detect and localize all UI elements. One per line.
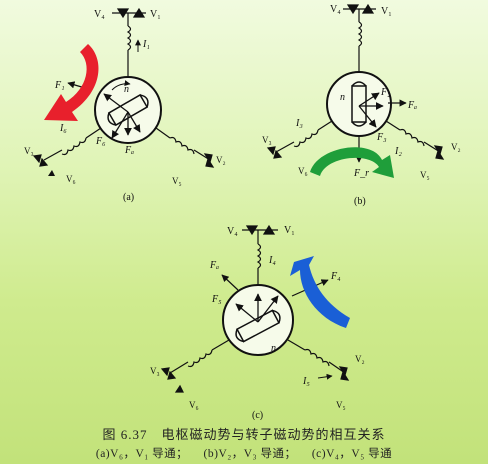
fa-vector xyxy=(221,274,239,291)
panel-label-c: (c) xyxy=(252,410,263,420)
label-v2: V₂ xyxy=(451,142,461,152)
label-n: n xyxy=(340,92,345,103)
label-i4: I₄ xyxy=(268,255,276,266)
thyristor-pair-top xyxy=(242,224,278,288)
panel-b: V₄ V₁ n F₂ F₃ Fₐ F_r I₃ V₃ V₆ xyxy=(262,3,461,207)
label-n: n xyxy=(124,84,129,95)
label-i3: I₃ xyxy=(295,118,303,129)
label-fa: Fₐ xyxy=(209,260,219,271)
label-fr: F_r xyxy=(353,168,369,179)
rotation-direction-arrow xyxy=(310,147,394,178)
rotation-direction-arrow xyxy=(44,44,99,121)
case-c: (c)V₄，V₅ 导通 xyxy=(311,448,393,460)
label-f4: F₄ xyxy=(330,271,341,282)
figure-caption: 图 6.37 电枢磁动势与转子磁动势的相互关系 xyxy=(102,427,386,442)
winding-right xyxy=(287,339,350,381)
stator-circle xyxy=(94,76,162,144)
panel-c: V₄ V₁ I₄ n Fₐ F₄ F₅ V₃ V₆ xyxy=(150,224,365,420)
label-v6: V₆ xyxy=(66,174,76,184)
current-i5-arrow xyxy=(317,373,333,380)
label-v5: V₅ xyxy=(420,170,430,180)
winding-left xyxy=(32,127,102,167)
winding-left xyxy=(266,120,333,159)
label-v4: V₄ xyxy=(94,9,105,20)
case-a: (a)V₆，V₁ 导通； xyxy=(95,448,189,460)
thyristor-pair-top xyxy=(343,3,376,73)
label-i1: I₁ xyxy=(142,39,150,50)
label-f6: F₆ xyxy=(95,136,106,147)
rotation-direction-arrow xyxy=(290,256,350,328)
label-v4: V₄ xyxy=(330,4,341,15)
label-v3: V₃ xyxy=(150,366,160,376)
rotation-arrow xyxy=(111,80,131,91)
label-v6: V₆ xyxy=(298,166,308,176)
label-v1: V₁ xyxy=(284,225,295,236)
winding-left xyxy=(160,339,230,393)
label-i5: I₅ xyxy=(302,376,310,387)
thyristor-pair-top xyxy=(112,7,146,83)
panel-label-b: (b) xyxy=(354,196,366,207)
label-v2: V₂ xyxy=(355,354,365,364)
case-b: (b)V₂，V₃ 导通； xyxy=(203,448,297,460)
label-f1: F₁ xyxy=(54,80,65,91)
label-f3: F₃ xyxy=(376,132,387,143)
panel-label-a: (a) xyxy=(123,192,134,203)
label-v1: V₁ xyxy=(150,9,161,20)
winding-right xyxy=(155,127,215,168)
label-fa: Fₐ xyxy=(407,100,417,111)
label-fa: Fₐ xyxy=(124,145,134,156)
label-n: n xyxy=(271,343,276,354)
label-f5: F₅ xyxy=(211,294,222,305)
winding-right xyxy=(385,120,445,160)
rotor xyxy=(351,81,367,127)
panel-a: V₄ V₁ I₁ n F₁ F₆ Fₐ I₆ V₃ xyxy=(24,7,226,203)
label-v5-a: V₅ xyxy=(172,176,182,186)
figure-case-list: (a)V₆，V₁ 导通； (b)V₂，V₃ 导通； (c)V₄，V₅ 导通 xyxy=(0,445,488,461)
label-v5: V₅ xyxy=(336,400,346,410)
label-v1: V₁ xyxy=(381,6,392,17)
label-v3-a: V₃ xyxy=(24,146,34,156)
motor-mmf-diagram: V₄ V₁ I₁ n F₁ F₆ Fₐ I₆ V₃ xyxy=(24,3,461,420)
label-i6: I₆ xyxy=(59,123,67,134)
label-v4: V₄ xyxy=(227,226,238,237)
label-f2: F₂ xyxy=(380,87,391,98)
label-v3: V₃ xyxy=(262,135,272,145)
label-v2-a: V₂ xyxy=(216,155,226,165)
label-i2: I₂ xyxy=(394,146,402,157)
label-v6: V₆ xyxy=(189,400,199,410)
rotor xyxy=(107,93,149,127)
